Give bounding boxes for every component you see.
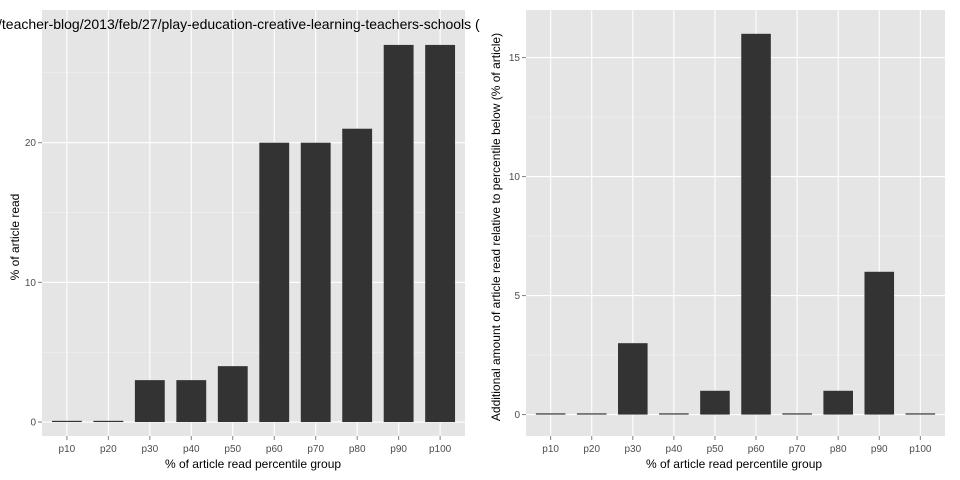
- left-x-tick-label-p90: p90: [390, 444, 407, 455]
- left-y-tick-label: 0: [30, 418, 36, 429]
- right-bar-p60: [741, 33, 771, 415]
- left-y-axis-title: % of article read: [8, 194, 22, 281]
- left-bar-p50: [217, 366, 248, 423]
- left-x-tick-label-p60: p60: [266, 444, 283, 455]
- left-bar-p90: [383, 44, 414, 423]
- left-bars: [51, 44, 456, 423]
- left-x-axis: p10 p20 p30 p40 p50 p60 p70 p80 p90 p100: [59, 436, 452, 455]
- left-chart-title: /teacher-blog/2013/feb/27/play-education…: [0, 16, 480, 32]
- left-bar-p10: [51, 420, 82, 423]
- right-bar-p100: [905, 413, 936, 415]
- right-x-tick-label-p60: p60: [748, 444, 765, 455]
- left-x-tick-label-p100: p100: [429, 444, 452, 455]
- right-x-tick-label-p90: p90: [871, 444, 888, 455]
- right-bars: [535, 33, 936, 415]
- right-y-tick-label: 15: [509, 53, 521, 64]
- right-bar-p80: [823, 390, 853, 415]
- left-x-tick-label-p70: p70: [307, 444, 324, 455]
- left-bar-p100: [425, 44, 456, 423]
- left-x-tick-label-p80: p80: [349, 444, 366, 455]
- right-x-tick-label-p10: p10: [542, 444, 559, 455]
- left-bar-p30: [134, 380, 165, 423]
- right-bar-p40: [659, 413, 689, 415]
- right-bar-p30: [618, 343, 648, 415]
- left-bar-p80: [342, 128, 373, 423]
- left-x-axis-title: % of article read percentile group: [165, 457, 341, 471]
- right-x-tick-label-p100: p100: [909, 444, 932, 455]
- right-x-axis: p10 p20 p30 p40 p50 p60 p70 p80 p90 p100: [542, 436, 932, 455]
- left-bar-p20: [93, 420, 124, 423]
- right-bar-p70: [782, 413, 812, 415]
- right-y-tick-label: 5: [514, 291, 520, 302]
- right-bar-p90: [864, 271, 895, 415]
- left-y-tick-label: 10: [25, 278, 37, 289]
- right-x-tick-label-p30: p30: [624, 444, 641, 455]
- right-bar-p50: [700, 390, 730, 415]
- right-x-tick-label-p80: p80: [830, 444, 847, 455]
- right-x-tick-label-p50: p50: [707, 444, 724, 455]
- left-bar-p60: [259, 142, 290, 423]
- right-x-axis-title: % of article read percentile group: [646, 457, 822, 471]
- left-x-tick-label-p20: p20: [100, 444, 117, 455]
- right-y-axis: 0 5 10 15: [509, 53, 526, 421]
- left-x-tick-label-p50: p50: [224, 444, 241, 455]
- left-x-tick-label-p30: p30: [141, 444, 158, 455]
- right-bar-p20: [576, 413, 607, 415]
- right-y-axis-title: Additional amount of article read relati…: [489, 33, 503, 421]
- right-y-tick-label: 10: [509, 172, 521, 183]
- left-y-axis: 0 10 20: [25, 138, 42, 429]
- left-x-tick-label-p10: p10: [59, 444, 76, 455]
- right-x-tick-label-p40: p40: [666, 444, 683, 455]
- right-y-tick-label: 0: [514, 410, 520, 421]
- left-bar-p70: [300, 142, 331, 423]
- left-y-tick-label: 20: [25, 138, 37, 149]
- left-x-tick-label-p40: p40: [183, 444, 200, 455]
- left-chart: 0 10 20 p10 p20 p30 p40 p50 p60 p70 p80 p90 p100 /t…: [0, 10, 480, 471]
- right-x-tick-label-p20: p20: [583, 444, 600, 455]
- left-bar-p40: [176, 380, 207, 423]
- right-x-tick-label-p70: p70: [789, 444, 806, 455]
- right-bar-p10: [535, 413, 566, 415]
- right-chart: 0 5 10 15 p10 p20 p30 p40 p50 p60 p70 p80 p90 p100 %…: [489, 10, 945, 471]
